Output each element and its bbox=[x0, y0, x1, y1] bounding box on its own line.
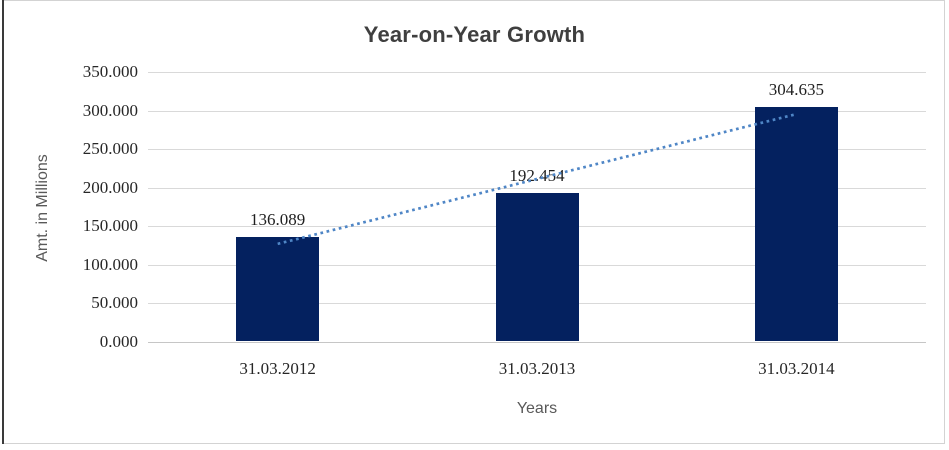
y-tick-label: 200.000 bbox=[82, 177, 138, 197]
bar-data-label: 136.089 bbox=[250, 209, 306, 229]
y-tick-label: 350.000 bbox=[82, 62, 138, 81]
gridline bbox=[148, 110, 926, 112]
y-axis-title: Amt. in Millions bbox=[34, 154, 51, 262]
x-tick-label: 31.03.2014 bbox=[758, 358, 835, 378]
y-tick-label: 0.000 bbox=[99, 331, 138, 351]
y-tick-label: 50.000 bbox=[91, 293, 138, 312]
y-tick-label: 250.000 bbox=[82, 139, 138, 158]
x-tick-label: 31.03.2012 bbox=[239, 358, 316, 378]
bar-data-label: 304.635 bbox=[768, 79, 824, 99]
x-axis-line bbox=[148, 341, 926, 343]
x-axis-title: Years bbox=[516, 400, 558, 417]
y-tick-label: 300.000 bbox=[82, 100, 138, 120]
y-tick-label: 100.000 bbox=[82, 254, 138, 274]
gridline bbox=[148, 72, 926, 73]
bar bbox=[495, 193, 579, 342]
x-tick-label: 31.03.2013 bbox=[498, 358, 576, 378]
bar bbox=[754, 106, 838, 342]
chart-title: Year-on-Year Growth bbox=[363, 22, 586, 47]
bar bbox=[236, 236, 320, 342]
y-tick-label: 150.000 bbox=[82, 216, 138, 235]
left-edge-line bbox=[2, 0, 4, 444]
bar-data-label: 192.454 bbox=[509, 166, 565, 186]
